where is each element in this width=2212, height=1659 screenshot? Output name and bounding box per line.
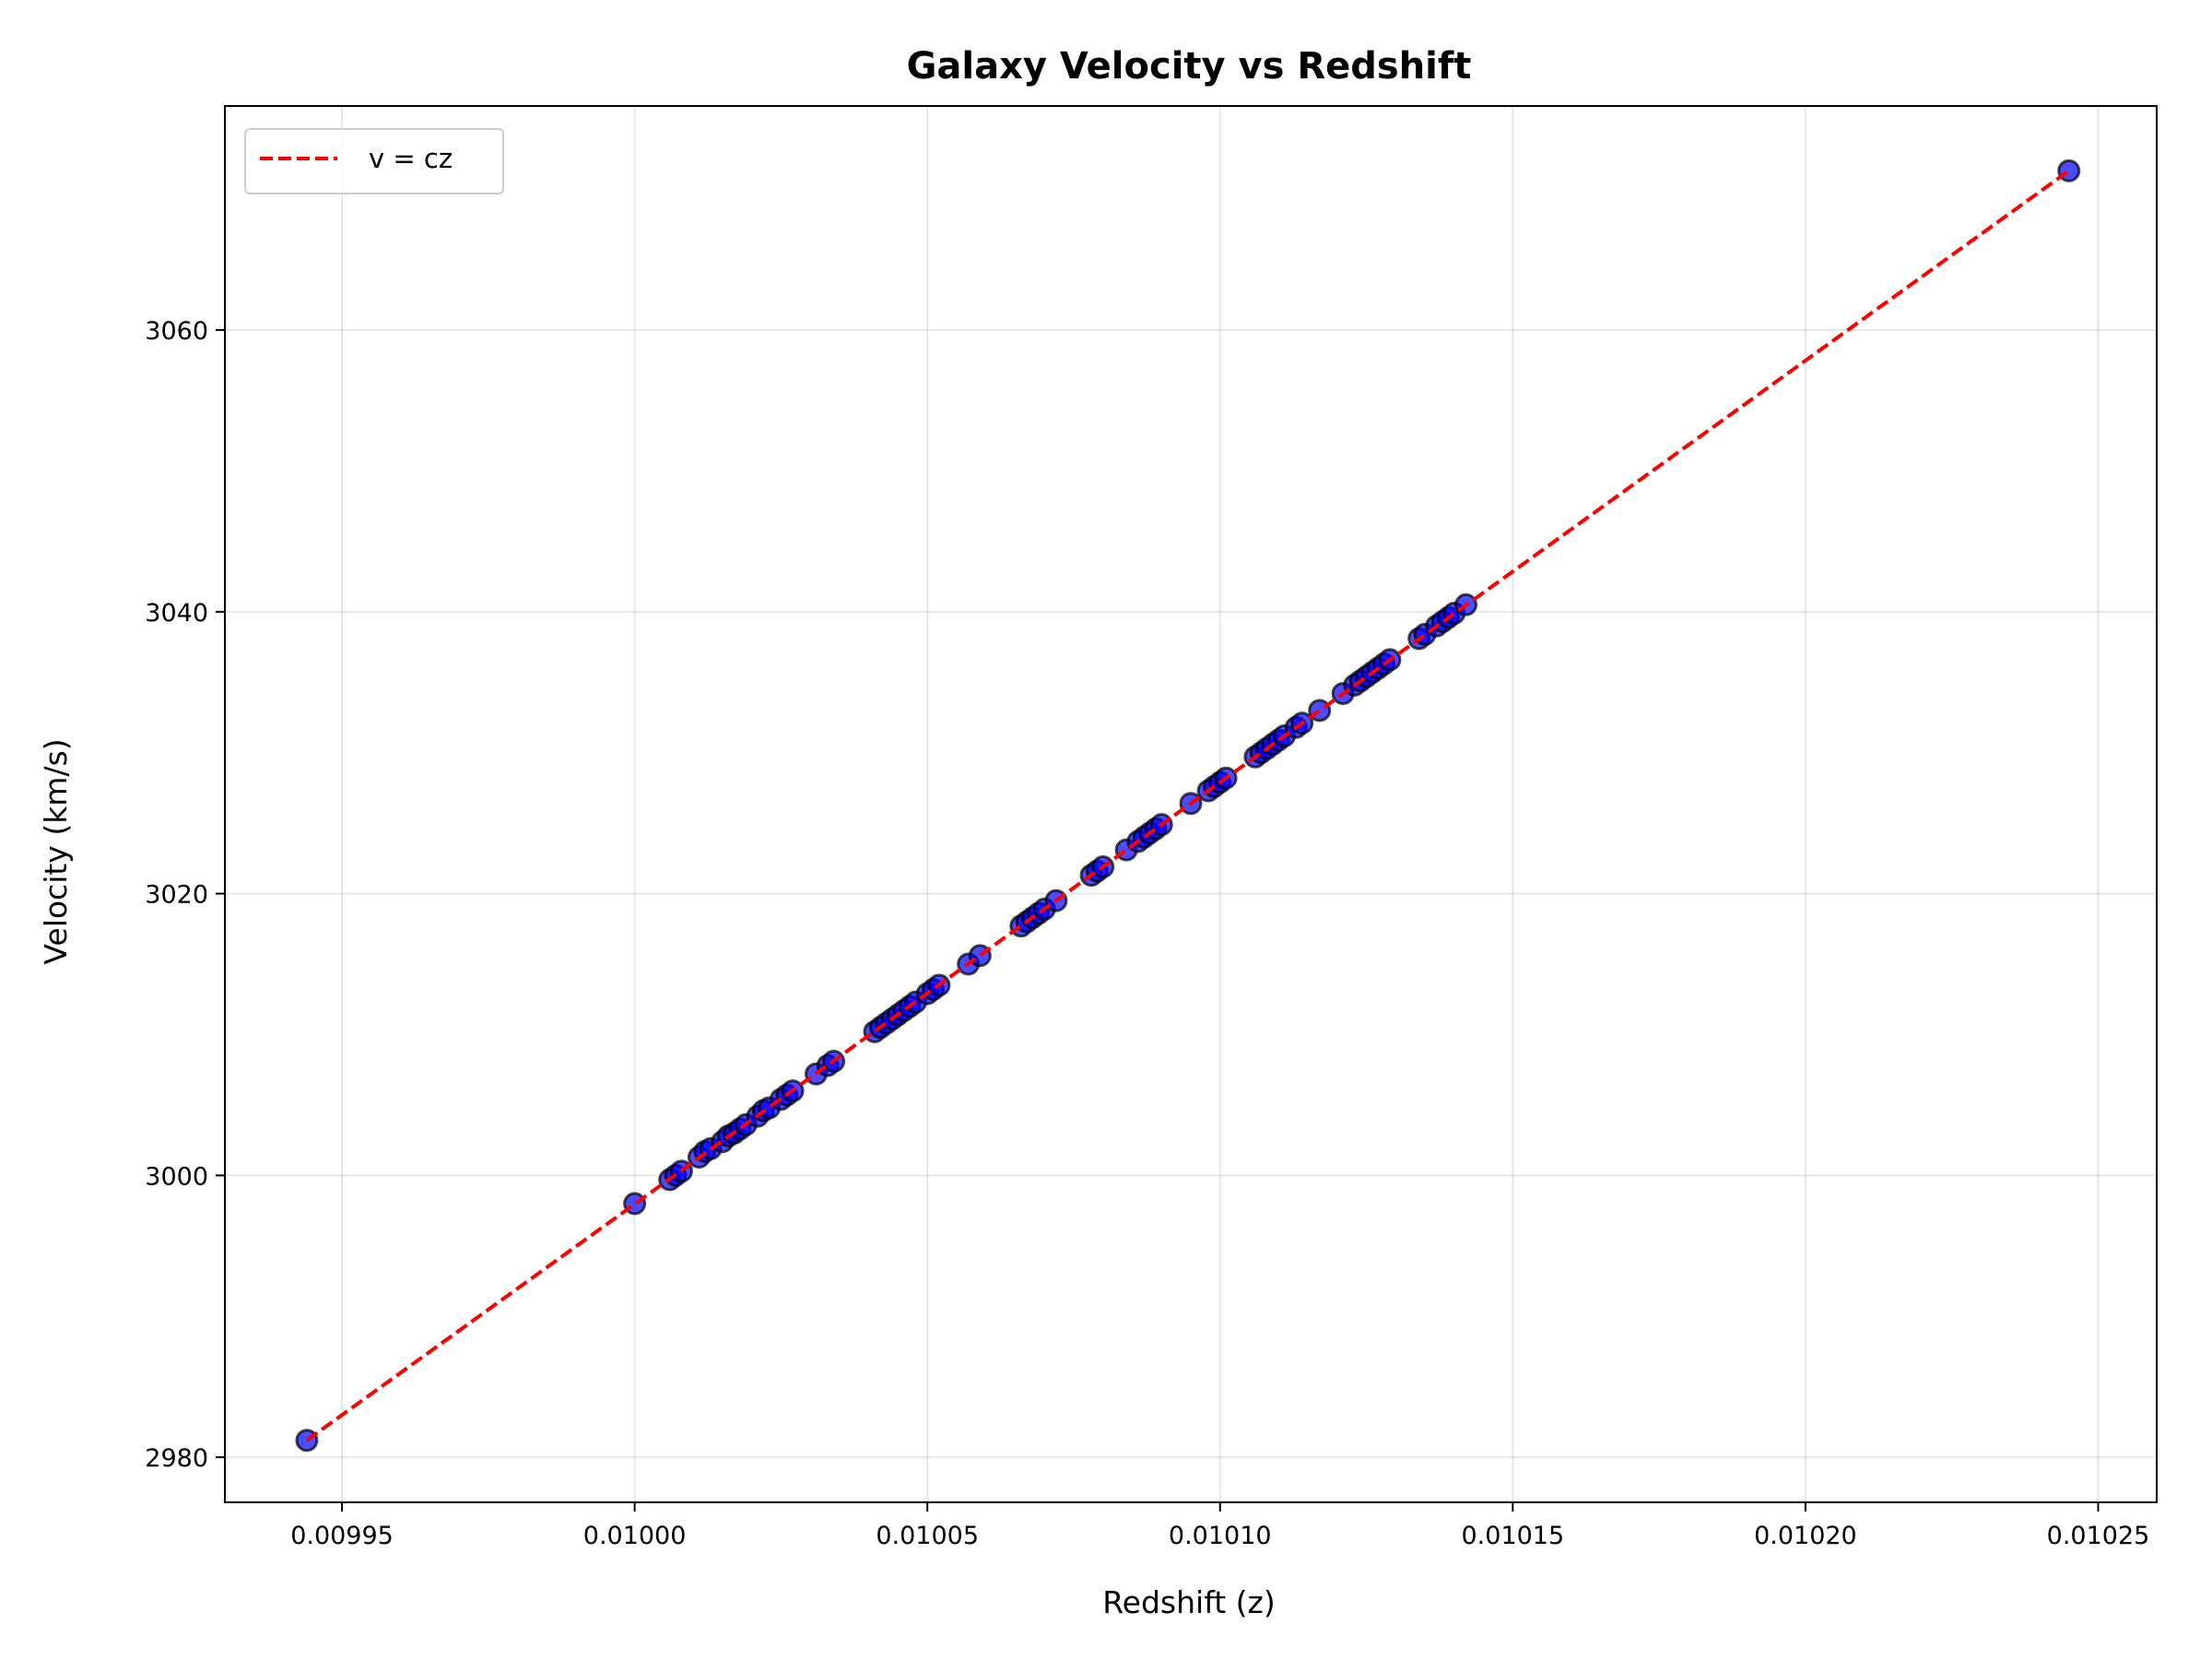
x-tick-label: 0.01025 — [2047, 1522, 2150, 1550]
x-tick-label: 0.00995 — [290, 1522, 394, 1550]
grid — [225, 106, 2157, 1502]
x-tick-label: 0.01000 — [583, 1522, 687, 1550]
legend-box — [244, 128, 504, 194]
legend-entry-fit-line: v = cz — [369, 143, 453, 174]
y-tick-label: 2980 — [145, 1444, 208, 1473]
plot-frame — [224, 105, 2158, 1503]
legend: v = cz — [244, 128, 504, 194]
fit-line — [305, 169, 2070, 1442]
chart-title: Galaxy Velocity vs Redshift — [907, 45, 1472, 88]
x-axis-label: Redshift (z) — [1102, 1584, 1276, 1620]
y-tick-label: 3040 — [145, 599, 208, 628]
plot-area — [295, 159, 2081, 1453]
y-tick-label: 3000 — [145, 1162, 208, 1191]
x-tick-label: 0.01010 — [1169, 1522, 1272, 1550]
y-axis-label: Velocity (km/s) — [38, 738, 74, 964]
x-tick-label: 0.01015 — [1462, 1522, 1565, 1550]
x-tick-label: 0.01020 — [1754, 1522, 1857, 1550]
y-tick-label: 3020 — [145, 881, 208, 910]
x-tick-label: 0.01005 — [876, 1522, 979, 1550]
y-axis: 2980 3000 3020 3040 3060 — [145, 317, 225, 1473]
y-tick-label: 3060 — [145, 317, 208, 346]
x-axis: 0.00995 0.01000 0.01005 0.01010 0.01015 0.010… — [290, 1502, 2149, 1550]
